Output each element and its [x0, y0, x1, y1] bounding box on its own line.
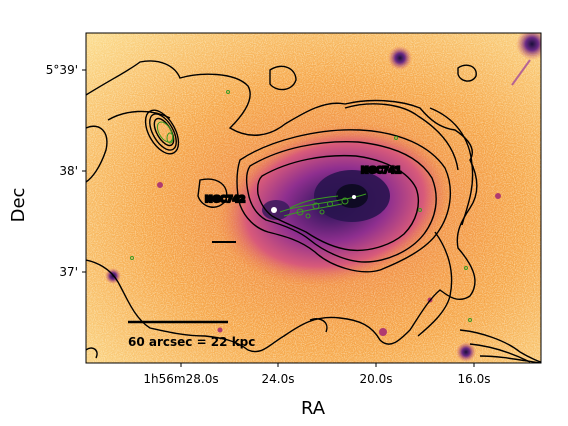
xray-contours: [86, 60, 541, 363]
ngc742-nucleus: [271, 207, 277, 213]
x-tick-label: 16.0s: [458, 372, 491, 386]
y-tick-label: 38': [59, 164, 78, 178]
plot-frame: [85, 32, 542, 364]
y-tick-label: 5°39': [46, 63, 78, 77]
ngc742-label: NGC742: [205, 195, 245, 205]
ngc741-nucleus: [352, 195, 356, 199]
y-tick-label: 37': [59, 265, 78, 279]
star-source: [456, 342, 476, 362]
radio-contours: [130, 90, 472, 322]
sky-image: NGC741 NGC742 60 arcsec = 22 kpc: [86, 33, 541, 363]
x-axis-label: RA: [301, 398, 326, 419]
axis-ticks: [82, 69, 475, 367]
x-tick-label: 24.0s: [262, 372, 295, 386]
x-tick-label: 1h56m28.0s: [143, 372, 218, 386]
ngc741-label: NGC741: [361, 166, 401, 176]
x-tick-label: 20.0s: [360, 372, 393, 386]
star-source: [388, 46, 412, 70]
y-axis-label: Dec: [8, 188, 29, 223]
star-source: [516, 33, 541, 60]
scale-bar-label: 60 arcsec = 22 kpc: [128, 335, 255, 349]
